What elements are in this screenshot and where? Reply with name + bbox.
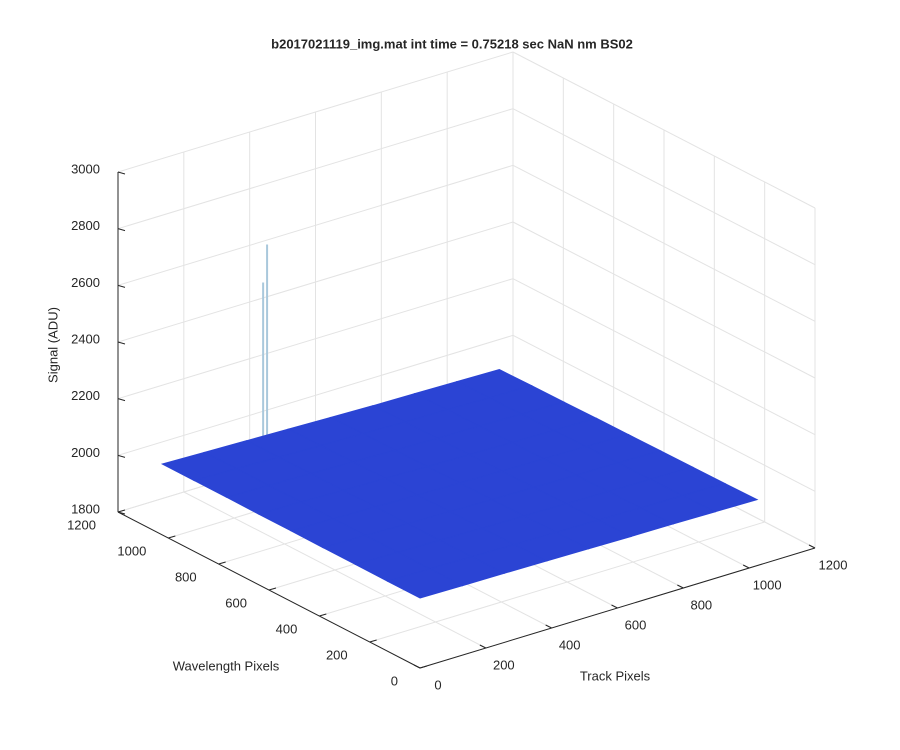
grid-line bbox=[117, 278, 514, 400]
grid-line bbox=[117, 164, 514, 286]
x-axis-label: Track Pixels bbox=[580, 668, 651, 683]
x-tick-label: 0 bbox=[434, 677, 441, 692]
grid-line bbox=[512, 51, 816, 209]
y-tick bbox=[319, 613, 327, 617]
x-tick bbox=[479, 644, 487, 649]
y-tick-label: 1200 bbox=[67, 517, 96, 532]
z-tick bbox=[117, 228, 126, 232]
x-tick-label: 400 bbox=[559, 637, 581, 652]
x-tick bbox=[677, 584, 684, 589]
z-tick-label: 2200 bbox=[71, 388, 100, 403]
grid-line bbox=[512, 108, 816, 266]
y-tick-label: 800 bbox=[175, 569, 197, 584]
grid-line bbox=[512, 221, 816, 379]
x-tick bbox=[545, 624, 552, 629]
y-tick-label: 400 bbox=[276, 621, 298, 636]
z-tick bbox=[117, 341, 126, 345]
y-tick bbox=[168, 535, 176, 539]
x-tick bbox=[808, 544, 816, 549]
y-tick bbox=[419, 665, 428, 669]
y-tick bbox=[268, 587, 277, 591]
x-tick-label: 600 bbox=[625, 617, 647, 632]
z-tick-label: 2400 bbox=[71, 331, 100, 346]
z-tick bbox=[117, 511, 126, 515]
y-tick-label: 1000 bbox=[117, 543, 146, 558]
x-tick-label: 800 bbox=[690, 597, 712, 612]
grid-line bbox=[512, 278, 816, 436]
y-tick-label: 200 bbox=[326, 647, 348, 662]
z-tick-label: 3000 bbox=[71, 161, 100, 176]
z-tick-label: 1800 bbox=[71, 501, 100, 516]
x-tick bbox=[742, 564, 750, 569]
z-tick bbox=[117, 284, 126, 288]
y-tick-label: 0 bbox=[391, 673, 398, 688]
grid-line bbox=[117, 108, 514, 230]
x-tick bbox=[611, 604, 618, 609]
grid-line bbox=[117, 221, 514, 343]
x-tick bbox=[413, 664, 421, 669]
grid-line bbox=[512, 164, 816, 322]
z-axis-label: Signal (ADU) bbox=[45, 307, 60, 383]
grid-line bbox=[369, 521, 765, 643]
surface-patch bbox=[386, 568, 464, 599]
z-tick bbox=[117, 398, 126, 402]
grid-line bbox=[117, 334, 514, 456]
y-axis-label: Wavelength Pixels bbox=[173, 658, 280, 673]
z-tick-label: 2800 bbox=[71, 218, 100, 233]
grid-line bbox=[512, 334, 816, 492]
x-tick-label: 1000 bbox=[753, 577, 782, 592]
z-tick-label: 2600 bbox=[71, 275, 100, 290]
y-tick bbox=[218, 561, 226, 565]
z-tick bbox=[117, 454, 126, 458]
y-tick bbox=[117, 509, 126, 513]
z-tick bbox=[117, 171, 126, 175]
chart-title: b2017021119_img.mat int time = 0.75218 s… bbox=[271, 36, 633, 51]
z-tick-label: 2000 bbox=[71, 445, 100, 460]
x-tick-label: 1200 bbox=[819, 557, 848, 572]
x-tick-label: 200 bbox=[493, 657, 515, 672]
y-tick-label: 600 bbox=[225, 595, 247, 610]
y-tick bbox=[369, 639, 377, 643]
grid-line bbox=[117, 51, 514, 173]
